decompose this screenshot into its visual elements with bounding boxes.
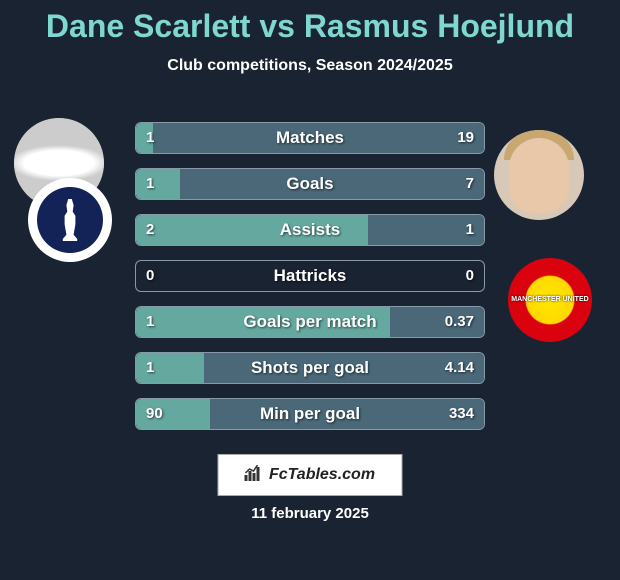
chart-icon <box>245 465 265 486</box>
stat-label: Matches <box>136 123 484 154</box>
manutd-icon: MANCHESTER UNITED <box>511 296 588 304</box>
stat-row: 17Goals <box>135 168 485 200</box>
stat-label: Hattricks <box>136 261 484 292</box>
stat-row: 00Hattricks <box>135 260 485 292</box>
stat-label: Min per goal <box>136 399 484 430</box>
stats-bars-container: 119Matches 17Goals 21Assists 00Hattricks 10.… <box>135 122 485 444</box>
footer-date: 11 february 2025 <box>0 505 620 522</box>
stat-label: Goals <box>136 169 484 200</box>
avatar-face <box>509 138 569 213</box>
club-right-badge: MANCHESTER UNITED <box>508 258 592 342</box>
stat-label: Shots per goal <box>136 353 484 384</box>
club-left-badge <box>28 178 112 262</box>
stat-row: 90334Min per goal <box>135 398 485 430</box>
stat-row: 14.14Shots per goal <box>135 352 485 384</box>
stat-label: Goals per match <box>136 307 484 338</box>
player-right-avatar <box>494 130 584 220</box>
footer-brand-text: FcTables.com <box>269 466 375 484</box>
comparison-subtitle: Club competitions, Season 2024/2025 <box>0 57 620 75</box>
tottenham-icon <box>37 187 103 253</box>
comparison-title: Dane Scarlett vs Rasmus Hoejlund <box>0 0 620 45</box>
stat-row: 21Assists <box>135 214 485 246</box>
stat-label: Assists <box>136 215 484 246</box>
stat-row: 119Matches <box>135 122 485 154</box>
stat-row: 10.37Goals per match <box>135 306 485 338</box>
footer-brand-box: FcTables.com <box>218 454 403 496</box>
